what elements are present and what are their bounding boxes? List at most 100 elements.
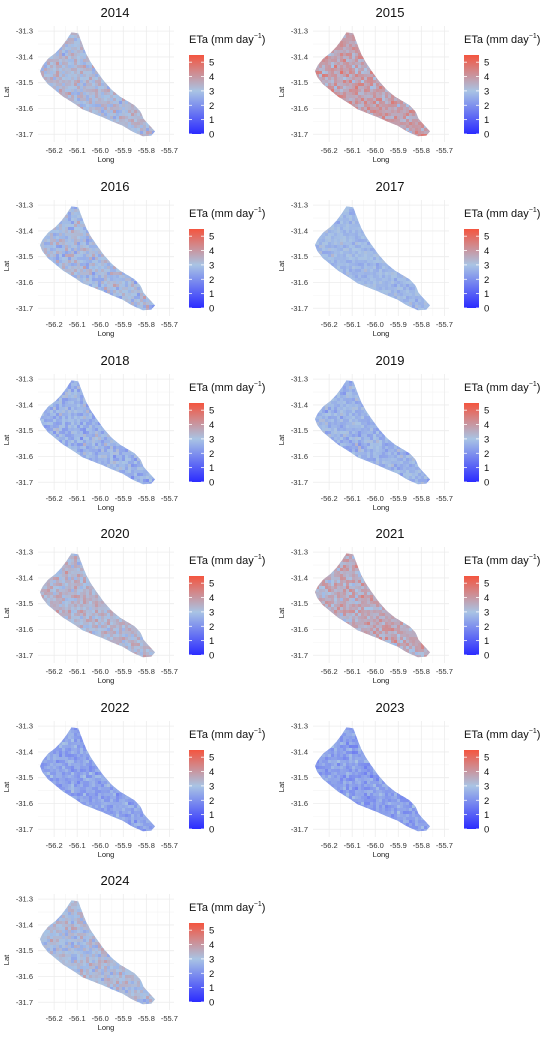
eta-cell — [328, 607, 331, 610]
eta-cell — [349, 739, 352, 742]
eta-cell — [403, 455, 406, 458]
eta-cell — [101, 101, 104, 104]
chart-panel-2015: 2015 -31.3 -31.4 -31.5 -31.6 -31.7 -56.2 -56.1-… — [275, 0, 550, 174]
eta-cell — [337, 413, 340, 416]
eta-cell — [331, 434, 334, 437]
eta-cell — [62, 398, 65, 401]
eta-cell — [41, 413, 44, 416]
eta-cell — [65, 787, 68, 790]
eta-cell — [403, 643, 406, 646]
eta-cell — [98, 278, 101, 281]
eta-cell — [71, 53, 74, 56]
eta-cell — [346, 574, 349, 577]
eta-cell — [134, 826, 137, 829]
chart-svg: 2018-31.3-31.4-31.5-31.6-31.7-56.2 -56.1-… — [2, 353, 265, 512]
eta-cell — [77, 604, 80, 607]
eta-cell — [137, 458, 140, 461]
eta-cell — [337, 410, 340, 413]
eta-cell — [328, 227, 331, 230]
eta-cell — [340, 221, 343, 224]
eta-cell — [116, 272, 119, 275]
eta-cell — [122, 802, 125, 805]
eta-cell — [343, 401, 346, 404]
eta-cell — [59, 242, 62, 245]
eta-cell — [331, 407, 334, 410]
eta-cell — [364, 251, 367, 254]
eta-cell — [65, 431, 68, 434]
eta-cell — [140, 128, 143, 131]
eta-cell — [346, 571, 349, 574]
eta-cell — [343, 410, 346, 413]
eta-cell — [71, 44, 74, 47]
eta-cell — [89, 757, 92, 760]
eta-cell — [80, 745, 83, 748]
eta-cell — [56, 224, 59, 227]
eta-cell — [77, 89, 80, 92]
eta-cell — [56, 437, 59, 440]
eta-cell — [53, 763, 56, 766]
eta-cell — [122, 622, 125, 625]
eta-cell — [319, 245, 322, 248]
eta-cell — [80, 601, 83, 604]
eta-cell — [328, 65, 331, 68]
eta-cell — [74, 56, 77, 59]
eta-cell — [101, 269, 104, 272]
eta-cell — [337, 613, 340, 616]
eta-cell — [382, 449, 385, 452]
eta-cell — [346, 553, 349, 556]
eta-cell — [47, 580, 50, 583]
eta-cell — [104, 281, 107, 284]
eta-cell — [379, 440, 382, 443]
eta-cell — [334, 598, 337, 601]
eta-cell — [334, 410, 337, 413]
eta-cell — [74, 248, 77, 251]
eta-cell — [364, 455, 367, 458]
eta-cell — [71, 730, 74, 733]
eta-cell — [107, 446, 110, 449]
eta-cell — [421, 122, 424, 125]
eta-cell — [388, 272, 391, 275]
eta-cell — [358, 625, 361, 628]
eta-cell — [319, 416, 322, 419]
eta-cell — [74, 398, 77, 401]
eta-cell — [349, 59, 352, 62]
eta-cell — [80, 248, 83, 251]
eta-cell — [382, 116, 385, 119]
eta-cell — [47, 431, 50, 434]
eta-cell — [77, 245, 80, 248]
eta-cell — [397, 122, 400, 125]
eta-cell — [74, 784, 77, 787]
eta-cell — [86, 440, 89, 443]
eta-cell — [427, 131, 430, 134]
eta-cell — [388, 293, 391, 296]
eta-cell — [68, 745, 71, 748]
eta-cell — [340, 580, 343, 583]
eta-cell — [370, 431, 373, 434]
eta-cell — [65, 736, 68, 739]
legend-title: ETa (mm day−1) — [189, 33, 265, 46]
eta-cell — [68, 766, 71, 769]
eta-cell — [364, 419, 367, 422]
eta-cell — [89, 104, 92, 107]
eta-cell — [364, 74, 367, 77]
eta-cell — [403, 461, 406, 464]
eta-cell — [77, 577, 80, 580]
eta-cell — [77, 83, 80, 86]
eta-cell — [358, 92, 361, 95]
eta-cell — [80, 221, 83, 224]
eta-cell — [62, 745, 65, 748]
eta-cell — [137, 470, 140, 473]
eta-cell — [128, 116, 131, 119]
eta-cell — [134, 110, 137, 113]
eta-cell — [131, 802, 134, 805]
eta-cell — [406, 125, 409, 128]
eta-cell — [370, 263, 373, 266]
eta-cell — [352, 44, 355, 47]
eta-cell — [110, 467, 113, 470]
eta-cell — [373, 428, 376, 431]
eta-cell — [74, 778, 77, 781]
eta-cell — [337, 416, 340, 419]
eta-raster — [314, 380, 431, 485]
eta-cell — [376, 89, 379, 92]
eta-cell — [53, 601, 56, 604]
